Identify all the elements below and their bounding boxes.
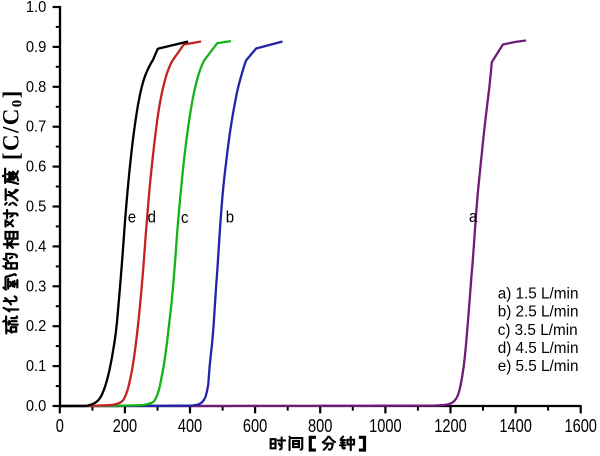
svg-text:b) 2.5 L/min: b) 2.5 L/min (498, 304, 579, 321)
svg-text:800: 800 (308, 415, 332, 436)
svg-text:1.0: 1.0 (26, 0, 46, 16)
svg-text:b: b (226, 209, 235, 227)
svg-text:c) 3.5 L/min: c) 3.5 L/min (498, 322, 578, 339)
svg-text:0.6: 0.6 (26, 158, 46, 176)
svg-text:a) 1.5 L/min: a) 1.5 L/min (498, 286, 579, 303)
svg-text:0.2: 0.2 (26, 318, 46, 336)
svg-text:0.9: 0.9 (26, 38, 46, 56)
svg-text:0.5: 0.5 (26, 198, 46, 216)
svg-text:0.8: 0.8 (26, 78, 46, 96)
svg-text:d) 4.5 L/min: d) 4.5 L/min (498, 340, 579, 357)
svg-text:0.0: 0.0 (26, 397, 46, 415)
svg-text:1200: 1200 (434, 415, 466, 436)
svg-text:400: 400 (178, 415, 202, 436)
svg-text:0.7: 0.7 (26, 118, 46, 136)
svg-text:200: 200 (113, 415, 137, 436)
svg-text:1400: 1400 (499, 415, 531, 436)
svg-text:1600: 1600 (564, 415, 596, 436)
svg-text:a: a (469, 208, 478, 226)
svg-text:0.1: 0.1 (26, 358, 46, 376)
svg-text:d: d (148, 209, 156, 227)
svg-text:e) 5.5 L/min: e) 5.5 L/min (498, 358, 579, 375)
svg-text:600: 600 (243, 415, 267, 436)
svg-text:0.3: 0.3 (26, 278, 46, 296)
svg-text:e: e (128, 209, 137, 227)
svg-text:c: c (181, 209, 189, 227)
svg-text:0.4: 0.4 (26, 238, 47, 256)
svg-text:0: 0 (56, 415, 64, 436)
svg-text:1000: 1000 (369, 415, 401, 436)
